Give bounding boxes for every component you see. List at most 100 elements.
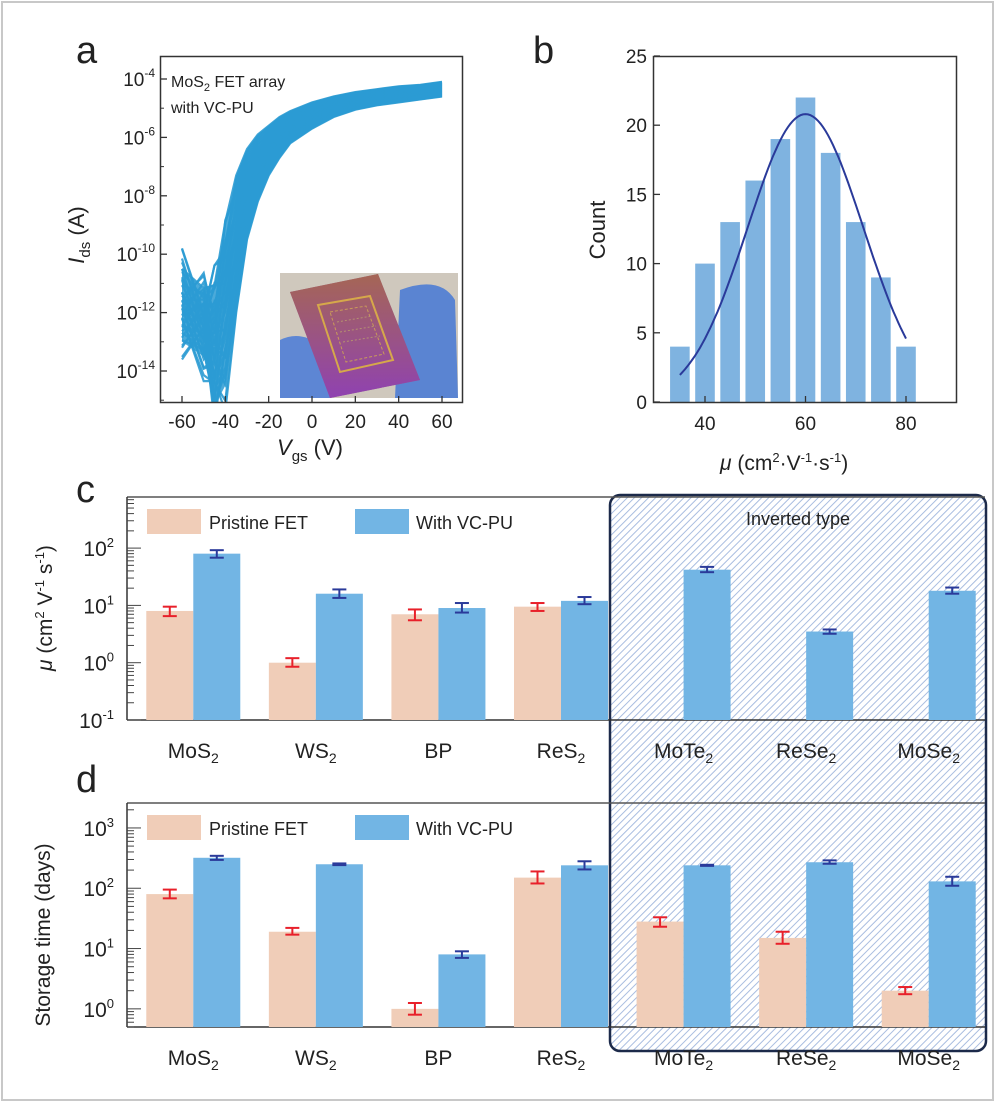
panel-label-d: d (76, 759, 97, 801)
panel-a-annotation-line2: with VC-PU (170, 100, 254, 117)
y-tick-label: 20 (626, 116, 647, 137)
bar-with-vcpu (315, 864, 363, 1027)
inset-photo-fet-array (280, 273, 458, 398)
y-tick-label: 101 (83, 936, 114, 962)
y-tick-label: 101 (83, 592, 114, 618)
legend-label-pristine: Pristine FET (209, 819, 308, 839)
bar-with-vcpu (438, 608, 486, 720)
histogram-bar (871, 277, 891, 402)
panel-b-xlabel: μ (cm2·V-1·s-1) (719, 450, 848, 475)
bar-pristine (514, 877, 561, 1027)
panel-b-ylabel: Count (585, 201, 610, 260)
histogram-bar (795, 97, 816, 403)
y-tick-label: 10-6 (123, 124, 155, 149)
bar-pristine (268, 662, 316, 720)
x-tick-label: -40 (212, 412, 239, 433)
x-tick-label: 60 (431, 412, 452, 433)
x-tick-label: -60 (168, 412, 195, 433)
panel-label-a: a (76, 30, 98, 72)
bar-with-vcpu (561, 865, 608, 1027)
panel-a-plot-frame (159, 55, 464, 404)
y-tick-label: 5 (636, 324, 647, 345)
gaussian-fit-curve (679, 113, 907, 376)
y-tick-label: 103 (83, 815, 114, 841)
histogram-bar (845, 222, 866, 402)
legend-swatch-pristine (147, 815, 201, 840)
legend-label-with-vcpu: With VC-PU (416, 819, 513, 839)
panel-d-storage-bars: 100 101 102 103 MoS2 WS2 BP ReS2 MoTe2 ReSe2 MoSe2… (83, 802, 985, 1073)
panel-a-ylabel: Ids (A) (64, 206, 94, 263)
bar-pristine (759, 937, 807, 1027)
histogram-bar (770, 139, 791, 403)
x-category-label: MoS2 (168, 1047, 219, 1073)
y-tick-label: 10-8 (123, 183, 155, 208)
x-category-label: BP (424, 1047, 452, 1070)
x-tick-label: 0 (307, 412, 318, 433)
x-category-label: ReSe2 (776, 740, 837, 766)
histogram-bar (695, 263, 715, 402)
histogram-bar (820, 152, 841, 402)
x-category-label: BP (424, 740, 452, 763)
panel-b-plot-frame (652, 55, 958, 404)
y-tick-label: 100 (83, 650, 114, 676)
panel-a-annotation-line1: MoS2 FET array (171, 74, 285, 94)
y-tick-label: 100 (83, 996, 114, 1022)
x-category-label: MoSe2 (897, 740, 960, 766)
bar-pristine (881, 990, 929, 1027)
y-tick-label: 10 (626, 255, 647, 276)
y-tick-label: 0 (636, 393, 647, 414)
x-category-label: WS2 (295, 1047, 337, 1073)
panel-a-xlabel: Vgs (V) (277, 435, 343, 465)
x-category-label: MoTe2 (654, 1047, 713, 1073)
y-tick-label: 10-14 (117, 358, 156, 383)
transfer-curve-envelope (182, 81, 442, 402)
bar-pristine (636, 921, 684, 1027)
x-category-label: MoTe2 (654, 740, 713, 766)
bar-with-vcpu (683, 865, 731, 1027)
bar-with-vcpu (315, 593, 363, 720)
legend-label-pristine: Pristine FET (209, 513, 308, 533)
x-category-label: ReS2 (537, 1047, 586, 1073)
x-tick-label: -20 (255, 412, 282, 433)
x-tick-label: 40 (388, 412, 409, 433)
panel-a-transfer-curves: -60 -40 -20 0 20 40 60 10-4 10-6 10-8 10-10 10-12 10… (64, 55, 464, 465)
x-tick-label: 20 (345, 412, 366, 433)
x-category-label: ReSe2 (776, 1047, 837, 1073)
bar-with-vcpu (806, 862, 854, 1027)
bar-pristine (391, 614, 439, 720)
bar-pristine (146, 894, 194, 1027)
histogram-bar (745, 180, 766, 402)
x-category-label: ReS2 (537, 740, 586, 766)
y-tick-label: 102 (83, 875, 114, 901)
x-tick-label: 80 (895, 414, 916, 435)
legend-swatch-with-vcpu (355, 815, 409, 840)
y-tick-label: 102 (83, 535, 114, 561)
legend-swatch-with-vcpu (355, 509, 409, 534)
y-tick-label: 25 (626, 47, 647, 68)
legend-label-with-vcpu: With VC-PU (416, 513, 513, 533)
x-category-label: WS2 (295, 740, 337, 766)
bar-pristine (514, 606, 561, 720)
bar-with-vcpu (193, 857, 241, 1027)
bar-with-vcpu (561, 600, 608, 720)
bar-pristine (146, 610, 194, 720)
panel-label-b: b (533, 30, 554, 72)
panel-c-ylabel: μ (cm2 V-1 s-1) (32, 545, 57, 672)
y-tick-label: 10-10 (117, 241, 156, 266)
panel-c-mobility-bars: 10-1 100 101 102 MoS2 WS2 BP ReS2 MoTe2 ReSe2 MoSe… (79, 496, 985, 766)
bar-with-vcpu (928, 881, 976, 1027)
bar-with-vcpu (683, 569, 731, 720)
histogram-bar (896, 346, 916, 402)
y-tick-label: 10-12 (117, 300, 156, 325)
y-tick-label: 10-1 (79, 707, 114, 733)
panel-b-mobility-histogram: 0 5 10 15 20 25 40 60 80 Count μ (cm2·V-1·s-1) (585, 47, 958, 475)
bar-pristine (391, 1008, 439, 1027)
inverted-type-label: Inverted type (746, 509, 850, 529)
bar-with-vcpu (193, 553, 241, 720)
legend-swatch-pristine (147, 509, 201, 534)
bar-with-vcpu (928, 590, 976, 720)
bar-pristine (268, 931, 316, 1027)
x-tick-label: 60 (795, 414, 816, 435)
